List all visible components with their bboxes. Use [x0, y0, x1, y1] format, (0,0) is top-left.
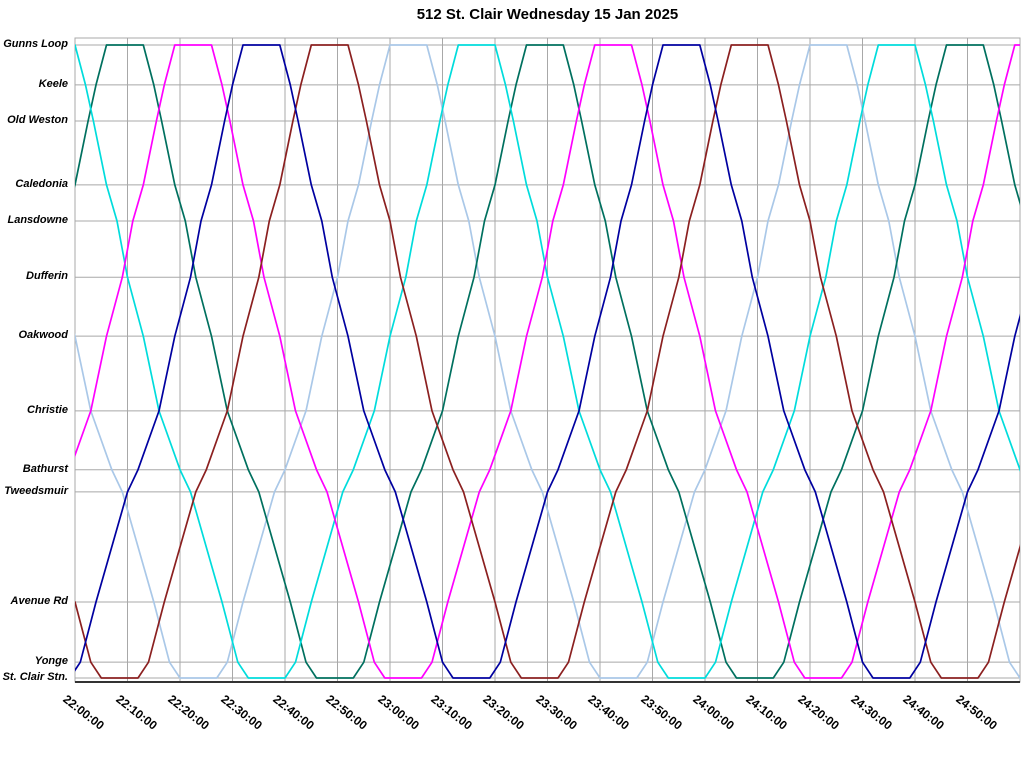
station-label: Avenue Rd — [10, 595, 68, 608]
station-label: Gunns Loop — [3, 38, 68, 50]
vehicle-trajectory-line — [75, 44, 1020, 679]
vehicle-trajectory-line — [75, 44, 1020, 679]
station-label: Bathurst — [22, 462, 68, 475]
vehicle-trajectory-line — [75, 44, 1020, 679]
vehicle-trajectory-line — [75, 44, 1020, 679]
station-label: Keele — [38, 77, 68, 90]
station-label: St. Clair Stn. — [2, 671, 68, 683]
station-label: Oakwood — [18, 329, 68, 342]
vehicle-trajectory-line — [75, 44, 1020, 679]
station-label: Yonge — [34, 655, 68, 668]
station-label: Tweedsmuir — [4, 484, 68, 497]
station-label: Christie — [27, 403, 68, 416]
chart-title: 512 St. Clair Wednesday 15 Jan 2025 — [416, 6, 679, 23]
station-label: Lansdowne — [7, 213, 68, 226]
station-label: Caledonia — [15, 177, 68, 190]
vehicle-trajectory-line — [75, 44, 1020, 679]
station-label: Dufferin — [26, 270, 68, 283]
station-label: Old Weston — [7, 113, 68, 126]
